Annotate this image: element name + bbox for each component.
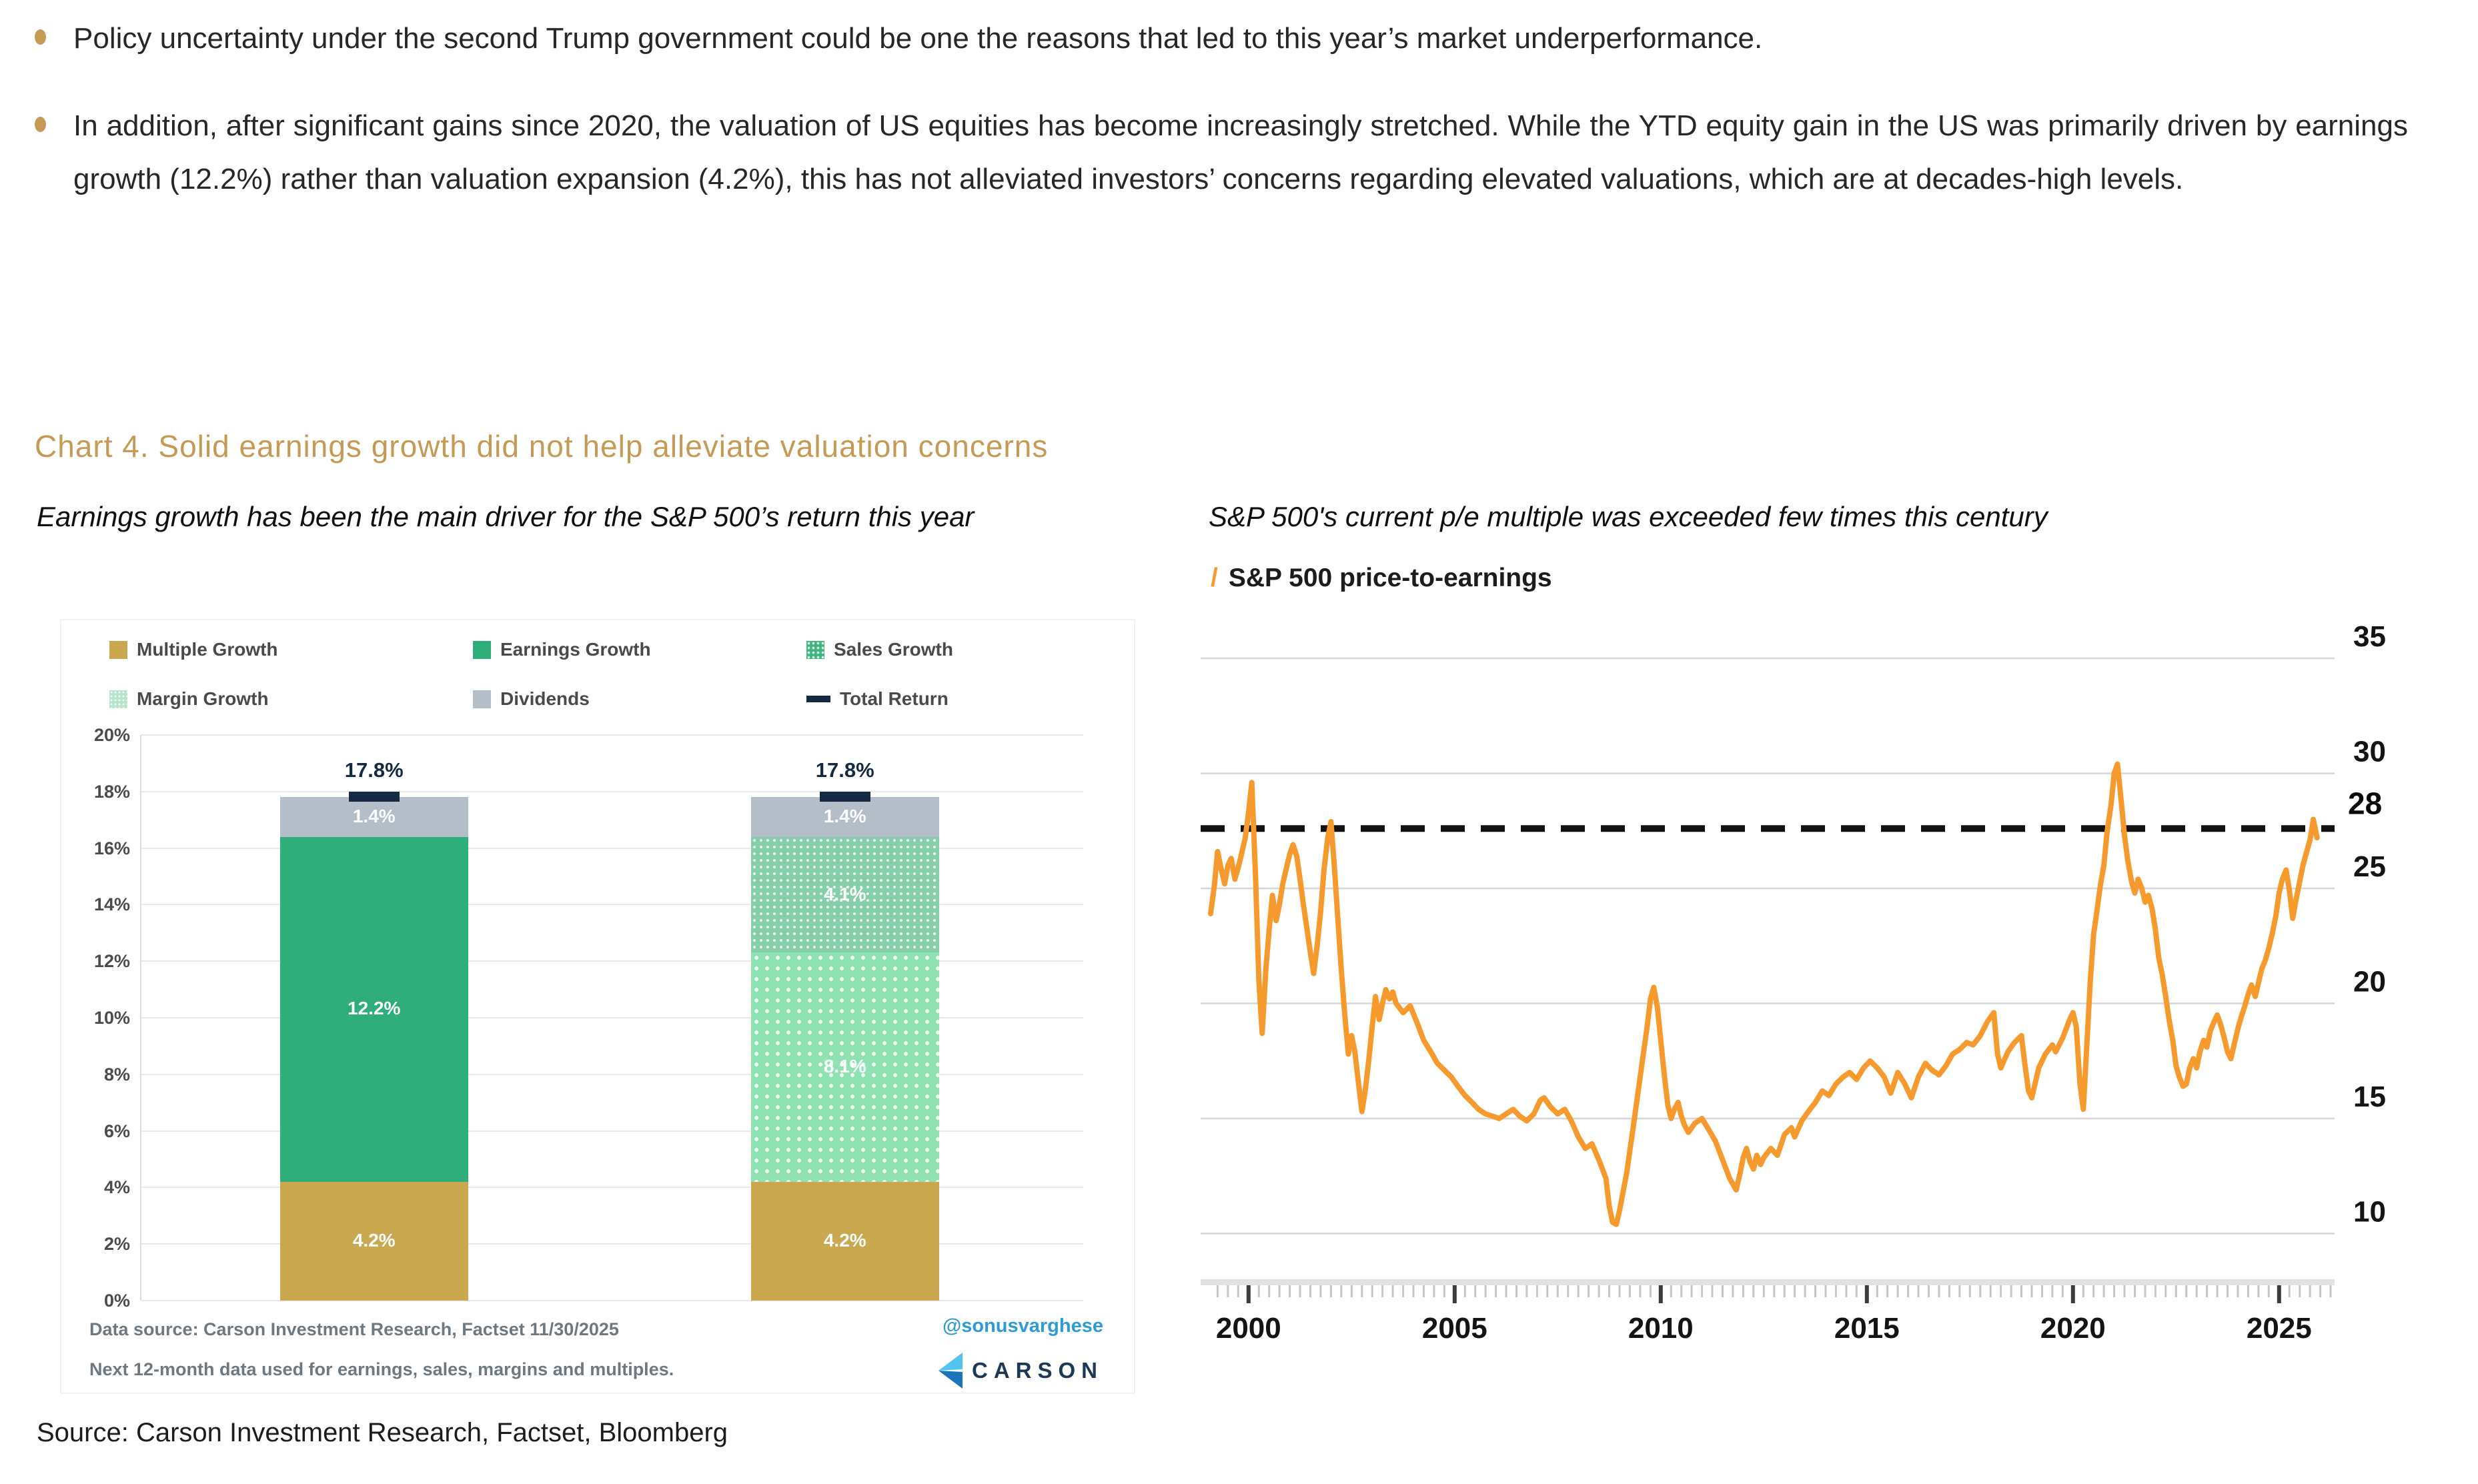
bar-segment-value: 4.2% <box>352 1229 396 1251</box>
total-return-label: 17.8% <box>344 758 404 782</box>
y-axis-tick-label: 8% <box>103 1064 130 1084</box>
y-axis-tick-label: 35 <box>2353 620 2386 653</box>
gridline <box>141 1300 1083 1301</box>
y-axis-tick-label: 10% <box>93 1008 130 1028</box>
y-axis-tick-label: 10 <box>2353 1196 2386 1229</box>
right-chart-legend: / S&P 500 price-to-earnings <box>1211 564 1552 593</box>
gridline <box>141 1073 1083 1075</box>
left-chart-datasource: Data source: Carson Investment Research,… <box>89 1319 619 1339</box>
bar-segment-margin-growth: 4.1% <box>750 836 939 953</box>
x-axis-tick-label: 2015 <box>1834 1312 1900 1345</box>
gridline <box>141 1130 1083 1132</box>
legend-item-earnings-growth: Earnings Growth <box>473 639 806 660</box>
legend-swatch-icon <box>473 640 491 659</box>
left-chart-plot: 0% 2% 4% 6% 8% 10% 12% 14% 16% 18% 20% 4.2% 12.2% 1.4… <box>94 725 1083 1311</box>
legend-item-margin-growth: Margin Growth <box>109 688 473 710</box>
x-axis-tick-label: 2020 <box>2040 1312 2106 1345</box>
legend-slash-icon: / <box>1211 564 1218 592</box>
y-axis-tick-label: 14% <box>93 894 130 915</box>
bar-segment-multiple-growth: 4.2% <box>750 1181 939 1301</box>
bar-segment-multiple-growth: 4.2% <box>279 1181 468 1301</box>
bullet-dot-icon <box>35 29 46 45</box>
carson-chevron-icon <box>938 1353 963 1389</box>
bar-segment-dividends: 1.4% <box>750 797 939 837</box>
bar-segment-earnings-growth: 12.2% <box>279 836 468 1182</box>
bar-segment-value: 4.2% <box>823 1229 866 1251</box>
legend-item-multiple-growth: Multiple Growth <box>109 639 473 660</box>
bar-segment-value: 1.4% <box>823 805 866 826</box>
y-axis-tick-label: 20% <box>93 725 130 745</box>
x-axis-tick-label: 2000 <box>1216 1312 1281 1345</box>
y-axis-tick-label: 0% <box>103 1291 130 1311</box>
left-chart-subtitle: Earnings growth has been the main driver… <box>37 501 975 532</box>
legend-label: Margin Growth <box>137 688 269 709</box>
y-axis-tick-label: 6% <box>103 1121 130 1141</box>
y-axis-tick-label: 18% <box>93 781 130 802</box>
legend-label: Sales Growth <box>834 639 953 660</box>
legend-item-total-return: Total Return <box>806 688 1097 710</box>
x-axis-tick-label: 2025 <box>2247 1312 2312 1345</box>
y-axis-tick-label: 30 <box>2353 736 2386 768</box>
right-chart-subtitle: S&P 500's current p/e multiple was excee… <box>1209 501 2048 532</box>
x-axis-tick-label: 2010 <box>1628 1312 1694 1345</box>
y-axis-tick-label: 4% <box>103 1177 130 1198</box>
left-chart-card: Multiple Growth Earnings Growth Sales Grow… <box>60 619 1135 1394</box>
current-pe-label: 28 <box>2348 786 2382 820</box>
bar-segment-value: 4.1% <box>823 883 866 904</box>
page-source-line: Source: Carson Investment Research, Fact… <box>37 1418 728 1447</box>
bullet-dot-icon <box>35 116 46 132</box>
gridline <box>141 847 1083 849</box>
gridline <box>141 790 1083 792</box>
gridline <box>141 734 1083 736</box>
legend-label: Multiple Growth <box>137 639 278 660</box>
legend-item-sales-growth: Sales Growth <box>806 639 1097 660</box>
y-axis-tick-label: 16% <box>93 838 130 858</box>
gridline <box>141 960 1083 962</box>
y-axis-tick-label: 20 <box>2353 966 2386 998</box>
y-axis-tick-label: 15 <box>2353 1080 2386 1113</box>
right-chart-plot: 10 15 20 25 30 35 28 2000 2005 2010 2015 2020 2025 <box>1201 612 2478 1349</box>
carson-logo-text: CARSON <box>971 1358 1103 1383</box>
total-return-marker <box>348 792 400 802</box>
bar-segment-dividends: 1.4% <box>279 797 468 837</box>
gridline <box>141 1187 1083 1189</box>
y-axis-tick-label: 12% <box>93 951 130 972</box>
legend-swatch-icon <box>806 640 824 659</box>
y-axis-tick-label: 25 <box>2353 850 2386 883</box>
legend-label: Total Return <box>840 688 949 709</box>
total-return-label: 17.8% <box>815 758 874 782</box>
bar-segment-value: 12.2% <box>348 998 401 1019</box>
legend-swatch-icon <box>473 690 491 708</box>
legend-swatch-icon <box>806 696 830 702</box>
bullet-list: Policy uncertainty under the second Trum… <box>33 12 2408 240</box>
bar-segment-value: 1.4% <box>352 805 396 826</box>
bullet-item: Policy uncertainty under the second Trum… <box>33 12 2408 66</box>
bar-segment-sales-growth: 8.1% <box>750 952 939 1182</box>
right-chart-legend-label: S&P 500 price-to-earnings <box>1228 564 1552 592</box>
left-chart-footnote: Next 12-month data used for earnings, sa… <box>89 1359 674 1379</box>
legend-label: Dividends <box>500 688 590 709</box>
y-axis-tick-label: 2% <box>103 1234 130 1255</box>
left-chart-legend: Multiple Growth Earnings Growth Sales Grow… <box>109 639 1097 710</box>
gridline <box>141 904 1083 906</box>
legend-label: Earnings Growth <box>500 639 651 660</box>
bar-segment-value: 8.1% <box>823 1056 866 1077</box>
social-handle: @sonusvarghese <box>942 1315 1103 1337</box>
legend-item-dividends: Dividends <box>473 688 806 710</box>
gridline <box>141 1243 1083 1245</box>
bullet-text: In addition, after significant gains sin… <box>73 109 2408 196</box>
bullet-text: Policy uncertainty under the second Trum… <box>73 22 1763 55</box>
bullet-item: In addition, after significant gains sin… <box>33 99 2408 207</box>
x-axis-tick-label: 2005 <box>1422 1312 1487 1345</box>
gridline <box>141 1017 1083 1018</box>
carson-logo: CARSON <box>935 1353 1103 1389</box>
chart-section-title: Chart 4. Solid earnings growth did not h… <box>35 429 1049 464</box>
total-return-marker <box>819 792 870 802</box>
pe-line-series <box>1207 761 2320 1227</box>
x-axis-band <box>1201 1279 2335 1285</box>
legend-swatch-icon <box>109 640 127 659</box>
legend-swatch-icon <box>109 690 127 708</box>
